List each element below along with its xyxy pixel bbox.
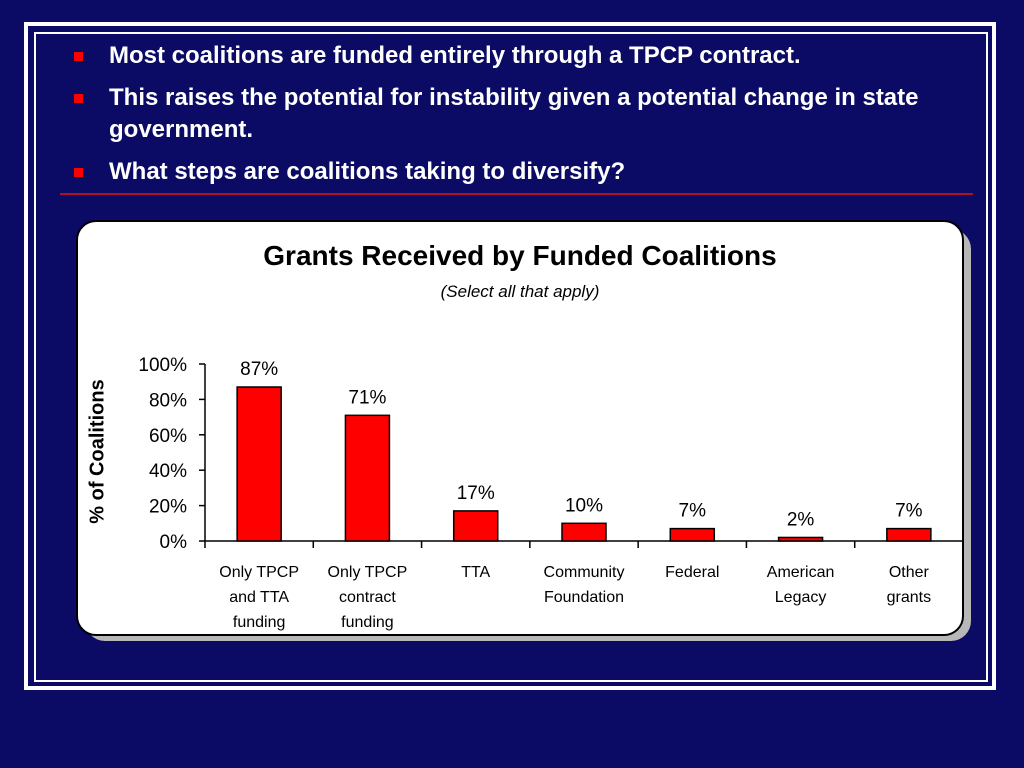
- category-label: Only TPCP: [328, 564, 408, 581]
- bar: [561, 522, 607, 542]
- bar: [669, 527, 716, 542]
- slide-frame-outer: [24, 22, 996, 690]
- bar: [236, 386, 282, 542]
- y-tick-label: 60%: [149, 426, 187, 447]
- bullet-text: Most coalitions are funded entirely thro…: [109, 42, 801, 69]
- category-label: Legacy: [775, 589, 827, 606]
- chart-title: Grants Received by Funded Coalitions: [263, 240, 777, 271]
- slide-frame-inner: [34, 32, 988, 682]
- bullet-list: Most coalitions are funded entirely thro…: [72, 40, 972, 198]
- chart-subtitle: (Select all that apply): [440, 282, 600, 301]
- divider-line: [60, 193, 973, 195]
- category-label: funding: [341, 614, 394, 631]
- bullet-square-icon: [74, 168, 83, 177]
- category-label: contract: [339, 589, 396, 606]
- data-label: 7%: [679, 501, 707, 522]
- category-label: and TTA: [229, 589, 289, 606]
- bullet-square-icon: [74, 52, 83, 61]
- category-label: Other: [889, 564, 930, 581]
- category-label: Foundation: [544, 589, 624, 606]
- data-label: 87%: [240, 359, 278, 380]
- y-tick-label: 40%: [149, 461, 187, 482]
- data-label: 7%: [895, 501, 923, 522]
- bar: [452, 510, 499, 542]
- category-label: TTA: [461, 564, 490, 581]
- bar: [886, 527, 932, 542]
- bullet-item: Most coalitions are funded entirely thro…: [72, 40, 972, 72]
- bar: [344, 414, 391, 542]
- y-tick-label: 80%: [149, 390, 187, 411]
- category-label: funding: [233, 614, 286, 631]
- data-label: 2%: [787, 509, 815, 530]
- chart-panel: [76, 220, 964, 636]
- category-label: grants: [887, 589, 931, 606]
- category-label: Community: [544, 564, 625, 581]
- bullet-square-icon: [74, 94, 83, 103]
- data-label: 71%: [348, 387, 386, 408]
- category-label: Federal: [665, 564, 719, 581]
- bar: [777, 536, 824, 542]
- category-label: American: [767, 564, 835, 581]
- bullet-item: What steps are coalitions taking to dive…: [72, 156, 972, 188]
- bullet-item: This raises the potential for instabilit…: [72, 82, 972, 146]
- bullet-text: This raises the potential for instabilit…: [109, 84, 919, 143]
- bullet-text: What steps are coalitions taking to dive…: [109, 158, 626, 185]
- data-label: 17%: [457, 483, 495, 504]
- y-tick-label: 20%: [149, 497, 187, 518]
- y-tick-label: 0%: [160, 532, 188, 553]
- y-tick-label: 100%: [138, 355, 187, 376]
- category-label: Only TPCP: [219, 564, 299, 581]
- data-label: 10%: [565, 495, 603, 516]
